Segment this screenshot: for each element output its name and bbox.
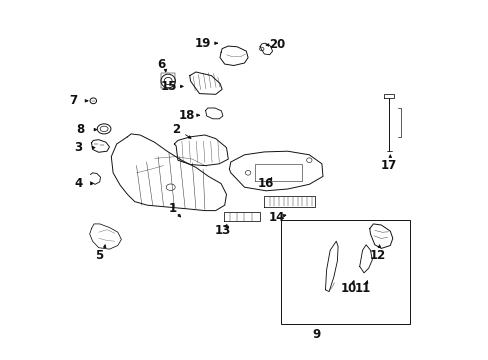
Text: 7: 7 [69,94,78,107]
Bar [280,220,409,324]
Text: 15: 15 [161,80,177,93]
Text: 10: 10 [340,282,356,294]
Text: 14: 14 [268,211,285,224]
Text: 16: 16 [257,177,274,190]
Text: 1: 1 [168,202,176,215]
Text: 11: 11 [354,282,371,294]
Text: 13: 13 [214,224,230,237]
Text: 3: 3 [74,141,82,154]
Text: 17: 17 [380,159,396,172]
Text: 19: 19 [195,37,211,50]
Text: 9: 9 [312,328,320,341]
Text: 6: 6 [157,58,165,71]
Text: 4: 4 [74,177,82,190]
Text: 12: 12 [369,249,385,262]
Text: 2: 2 [172,123,180,136]
Text: 18: 18 [178,109,195,122]
Text: 8: 8 [77,123,84,136]
Text: 20: 20 [268,39,285,51]
Text: 5: 5 [94,249,102,262]
